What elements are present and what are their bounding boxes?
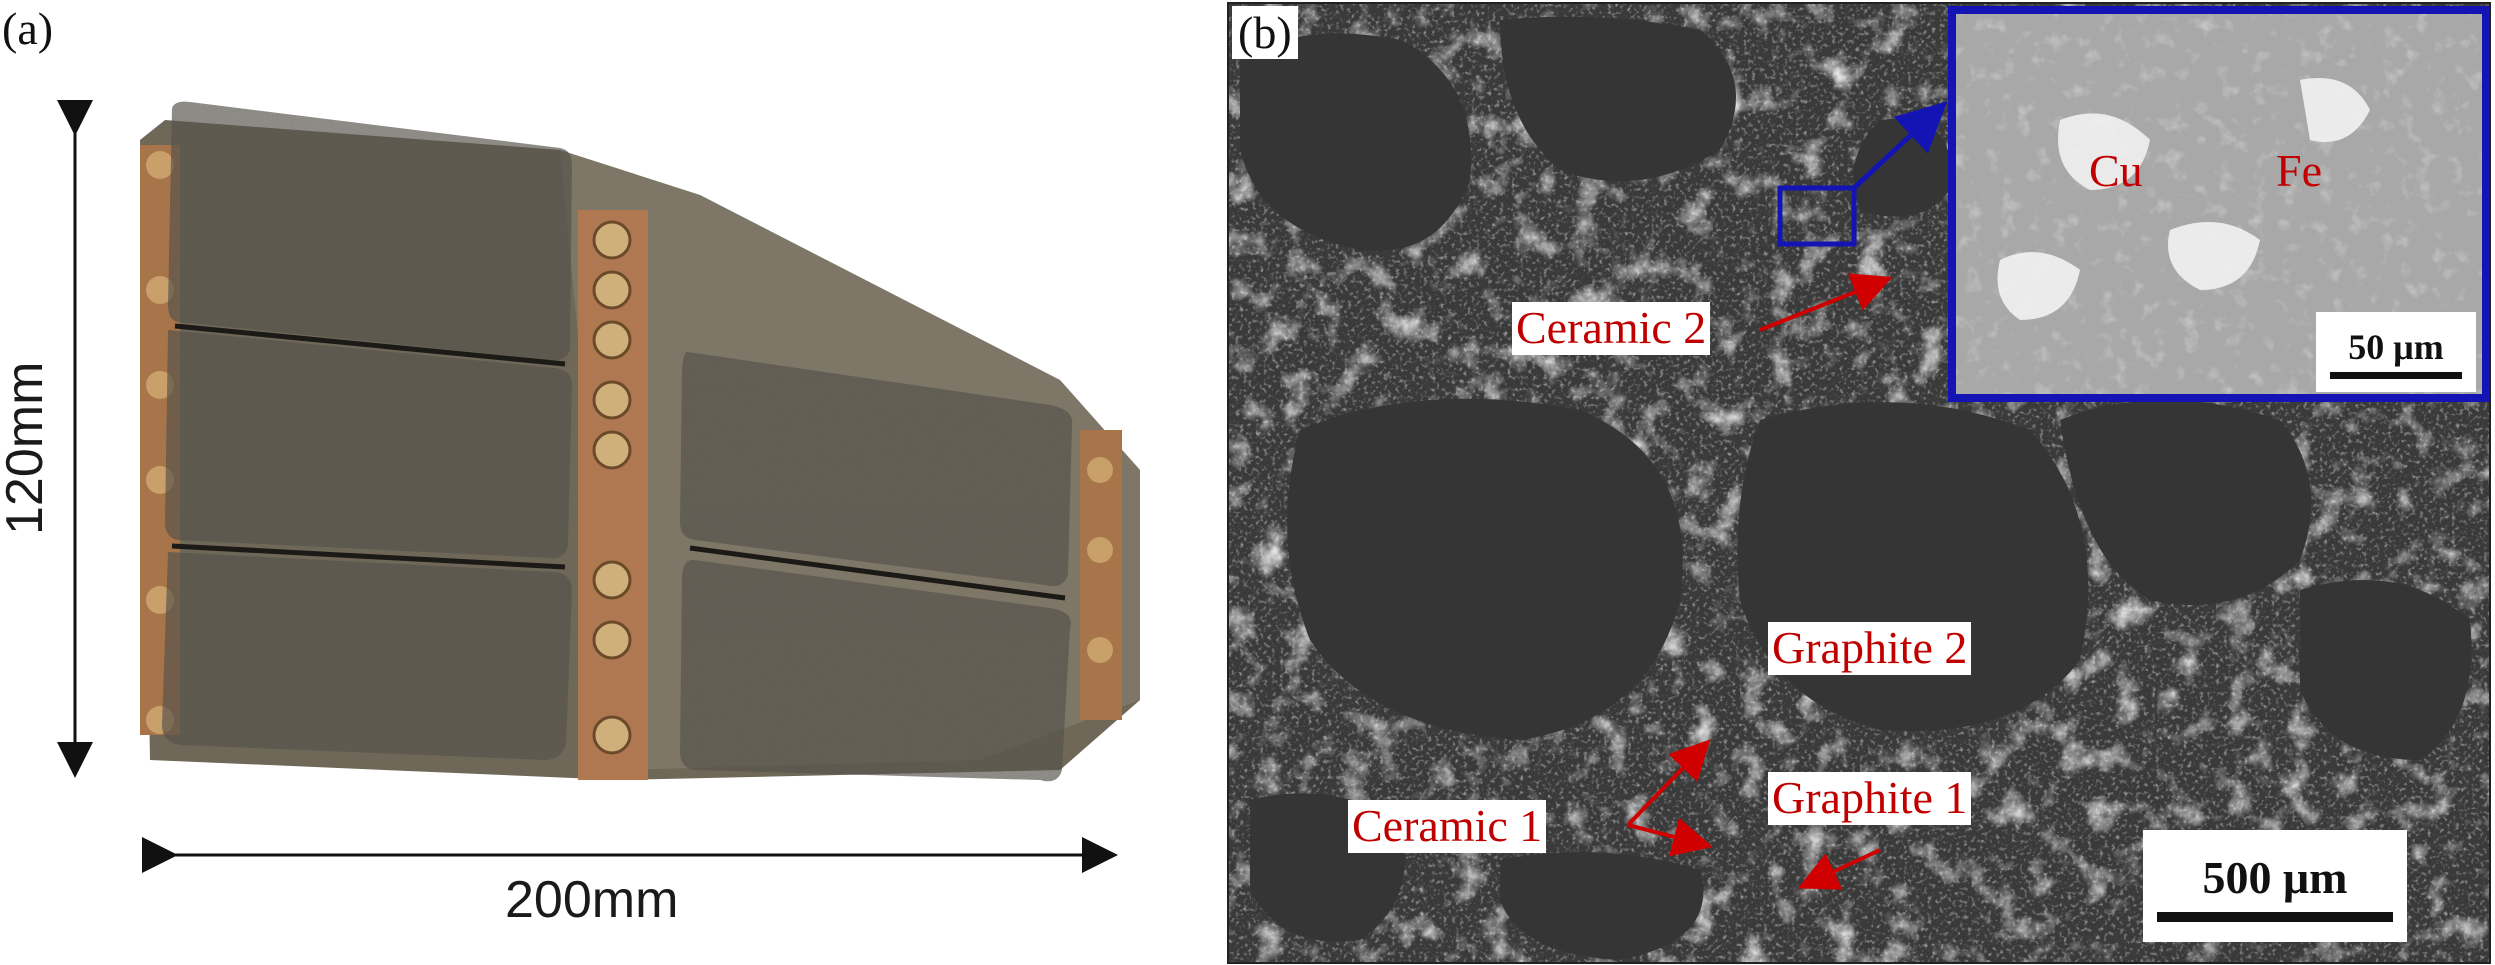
- label-ceramic-1: Ceramic 1: [1348, 800, 1547, 853]
- inset-scale-bar-line: [2330, 371, 2462, 379]
- inset-border: [1948, 6, 2490, 402]
- main-scale-bar-label: 500 μm: [2202, 851, 2348, 903]
- ceramic1-arrow-upper: [1626, 739, 1711, 827]
- graphite1-arrow: [1797, 848, 1881, 890]
- zoom-connector-arrow: [1852, 101, 1948, 190]
- inset-label-fe: Fe: [2276, 145, 2322, 196]
- label-ceramic-2: Ceramic 2: [1512, 302, 1711, 355]
- label-graphite-2: Graphite 2: [1768, 622, 1972, 675]
- inset-label-cu: Cu: [2089, 145, 2143, 196]
- brake-pad-photo: [140, 101, 1140, 782]
- height-dimension-label: 120mm: [0, 361, 54, 535]
- ceramic2-arrow: [1759, 273, 1893, 332]
- main-scale-bar: 500 μm: [2143, 830, 2407, 942]
- micrograph-frame: [1227, 2, 2491, 964]
- main-scale-bar-line: [2157, 911, 2393, 922]
- label-graphite-1: Graphite 1: [1768, 772, 1972, 825]
- inset-scale-bar: 50 μm: [2316, 312, 2476, 392]
- ceramic1-arrow-lower: [1627, 817, 1713, 857]
- inset-scale-bar-label: 50 μm: [2348, 326, 2444, 367]
- panel-label-b: (b): [1232, 6, 1298, 59]
- width-dimension-label: 200mm: [505, 871, 679, 929]
- panel-label-a: (a): [2, 3, 54, 54]
- zoom-region-box: [1777, 185, 1857, 247]
